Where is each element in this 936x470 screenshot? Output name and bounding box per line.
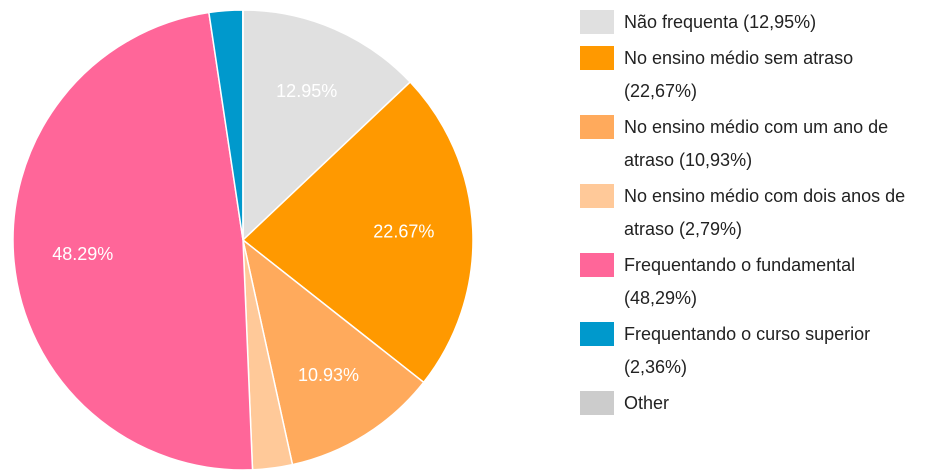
legend-label: Não frequenta (12,95%) [624,12,817,32]
legend-item: Frequentando o curso superior (2,36%) [580,318,930,384]
data-label: 22.67% [373,222,434,242]
legend-item: No ensino médio com dois anos de atraso … [580,180,930,246]
data-label: 10.93% [298,365,359,385]
legend-label: No ensino médio sem atraso (22,67%) [624,48,854,101]
pie-slice [12,11,254,470]
data-label: 48.29% [52,244,113,264]
legend-swatch [580,46,614,70]
data-label: 12.95% [276,81,337,101]
legend-item: No ensino médio sem atraso (22,67%) [580,42,930,108]
legend-swatch [580,10,614,34]
legend-label: Frequentando o fundamental (48,29%) [624,255,856,308]
legend-item: Frequentando o fundamental (48,29%) [580,249,930,315]
legend-label: No ensino médio com dois anos de atraso … [624,186,906,239]
legend-swatch [580,184,614,208]
pie-slice [242,9,412,242]
legend-swatch [580,115,614,139]
legend: Não frequenta (12,95%) No ensino médio se… [580,6,930,420]
legend-swatch [580,391,614,415]
legend-label: No ensino médio com um ano de atraso (10… [624,117,889,170]
legend-item: Não frequenta (12,95%) [580,6,930,39]
pie-slice [241,238,425,466]
legend-swatch [580,253,614,277]
legend-item: Other [580,387,930,420]
pie-slice [241,80,474,384]
legend-label: Frequentando o curso superior (2,36%) [624,324,871,377]
legend-item: No ensino médio com um ano de atraso (10… [580,111,930,177]
pie-chart: 12.95% 22.67% 10.93% 48.29% [12,9,474,470]
legend-swatch [580,322,614,346]
legend-label: Other [624,393,670,413]
